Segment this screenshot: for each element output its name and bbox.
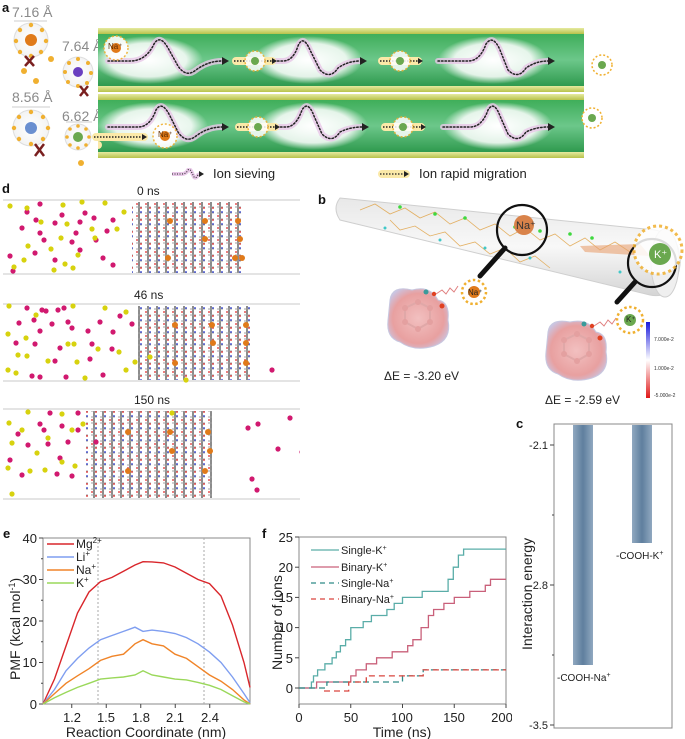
panel-letter-d: d — [2, 181, 10, 196]
legend-ion-rapid-migration: Ion rapid migration — [419, 166, 527, 181]
panel-letter-e: e — [3, 526, 11, 541]
svg-text:Interaction energy: Interaction energy — [519, 538, 535, 650]
panel-letter-c: c — [516, 416, 524, 431]
svg-text:40: 40 — [23, 531, 37, 546]
tube-na-label: Na⁺ — [516, 220, 536, 232]
delta-e-na: ΔE = -3.20 eV — [384, 369, 460, 383]
ion-sieving-legend-icon — [172, 168, 204, 180]
svg-text:10: 10 — [23, 655, 37, 670]
svg-text:2.1: 2.1 — [166, 710, 184, 725]
svg-text:30: 30 — [23, 572, 37, 587]
svg-text:20: 20 — [279, 560, 293, 575]
snapshot-time-0: 0 ns — [137, 184, 160, 198]
c-ytick-1: -2.1 — [529, 440, 548, 452]
svg-text:PMF (kcal mol-1): PMF (kcal mol-1) — [7, 578, 23, 680]
svg-text:Single-K+: Single-K+ — [341, 545, 387, 557]
snapshot-time-46: 46 ns — [134, 288, 164, 302]
svg-text:50: 50 — [344, 710, 358, 725]
svg-text:Binary-Na+: Binary-Na+ — [341, 594, 394, 606]
svg-text:15: 15 — [279, 590, 293, 605]
colorbar-max-label: 7.000e-2 — [654, 337, 674, 343]
legend-ion-sieving: Ion sieving — [213, 166, 276, 181]
esp-k-label: K⁺ — [626, 315, 636, 324]
ion-size-li: 7.64 Å — [62, 38, 103, 54]
ion-size-na: 7.16 Å — [12, 4, 53, 20]
svg-text:0: 0 — [286, 681, 293, 696]
md-snapshots — [3, 199, 300, 500]
panel-letter-f: f — [262, 526, 267, 541]
esp-na-label: Na⁺ — [468, 288, 483, 297]
svg-text:1.5: 1.5 — [97, 710, 115, 725]
panel-letter-b: b — [318, 192, 326, 207]
svg-text:Time (ns): Time (ns) — [373, 724, 432, 739]
svg-text:0: 0 — [30, 697, 37, 712]
svg-text:25: 25 — [279, 530, 293, 545]
svg-text:20: 20 — [23, 614, 37, 629]
ion-mg-hydrated — [11, 106, 51, 157]
esp-colorbar — [646, 322, 650, 398]
channel-na-label: Na⁺ — [108, 42, 123, 51]
c-ytick-2: -2.8 — [529, 580, 548, 592]
svg-text:10: 10 — [279, 620, 293, 635]
colorbar-mid-label: 1.000e-2 — [654, 366, 674, 372]
k-entry-arrow — [92, 133, 148, 141]
panel-letter-a: a — [2, 0, 10, 15]
panel-a-ion-sizes — [11, 20, 94, 166]
ion-size-mg: 8.56 Å — [12, 89, 53, 105]
svg-text:1.2: 1.2 — [63, 710, 81, 725]
svg-text:150: 150 — [443, 710, 465, 725]
channel-na-label-lower: Na⁺ — [158, 130, 173, 139]
svg-text:2.4: 2.4 — [201, 710, 219, 725]
svg-text:Number of ions: Number of ions — [269, 575, 285, 670]
chart-c-interaction-energy: -2.1 -2.8 -3.5 -COOH-Na+ -COOH-K+ Intera… — [519, 423, 673, 732]
colorbar-min-label: -5.000e-2 — [654, 393, 676, 399]
chart-e-pmf: 40 30 20 10 0 1.2 1.5 1.8 2.1 2.4 Reaction Coord… — [7, 531, 251, 739]
svg-text:Single-Na+: Single-Na+ — [341, 578, 393, 590]
svg-text:100: 100 — [391, 710, 413, 725]
delta-e-k: ΔE = -2.59 eV — [545, 393, 621, 407]
svg-text:Binary-K+: Binary-K+ — [341, 562, 387, 574]
c-ytick-3: -3.5 — [529, 720, 548, 732]
svg-text:1.8: 1.8 — [132, 710, 150, 725]
snapshot-time-150: 150 ns — [134, 393, 171, 407]
ion-na-hydrated — [13, 20, 49, 67]
svg-text:0: 0 — [295, 710, 302, 725]
tube-k-label: K⁺ — [654, 249, 668, 261]
svg-text:Reaction Coordinate (nm): Reaction Coordinate (nm) — [66, 724, 226, 739]
ion-rapid-migration-legend-icon — [378, 170, 410, 178]
ion-li-hydrated — [62, 56, 94, 97]
ion-size-k: 6.62 Å — [62, 108, 103, 124]
svg-text:-COOH-K+: -COOH-K+ — [616, 550, 663, 562]
legend-na: Na+ — [76, 562, 96, 577]
svg-text:-COOH-Na+: -COOH-Na+ — [557, 672, 611, 684]
svg-text:200: 200 — [491, 710, 512, 725]
svg-text:5: 5 — [286, 651, 293, 666]
panel-b-tube-illustration — [335, 197, 684, 381]
panel-a-channels — [98, 28, 613, 158]
ion-k-hydrated — [64, 121, 92, 151]
